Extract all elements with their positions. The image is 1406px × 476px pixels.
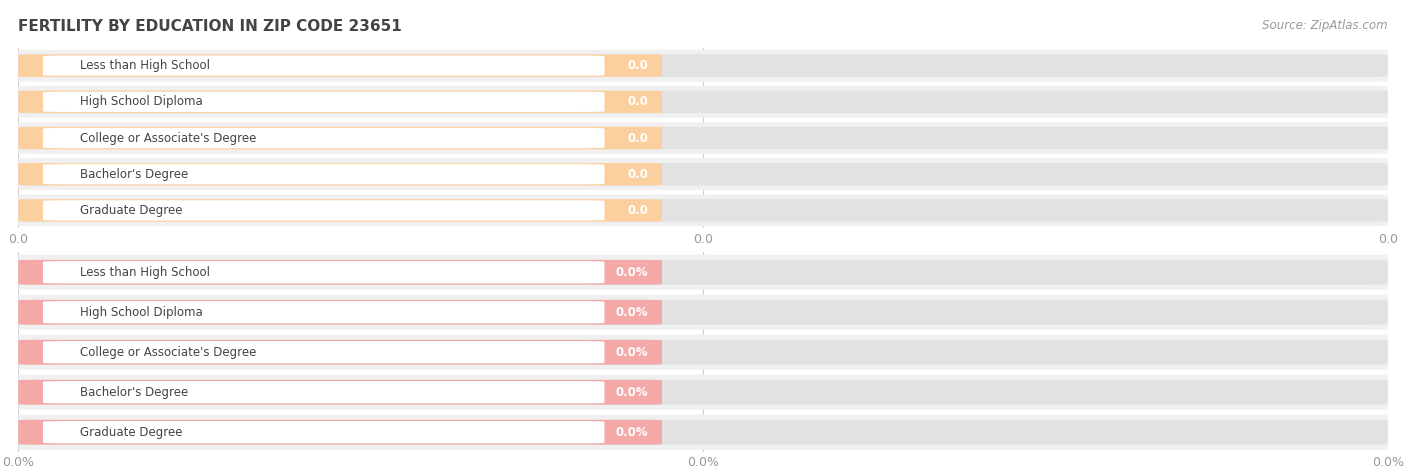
FancyBboxPatch shape xyxy=(18,415,1388,450)
Text: 0.0: 0.0 xyxy=(627,204,648,217)
Text: Source: ZipAtlas.com: Source: ZipAtlas.com xyxy=(1263,19,1388,32)
FancyBboxPatch shape xyxy=(18,163,662,186)
FancyBboxPatch shape xyxy=(18,199,1388,222)
FancyBboxPatch shape xyxy=(44,421,605,444)
FancyBboxPatch shape xyxy=(18,260,1388,285)
FancyBboxPatch shape xyxy=(18,340,1388,365)
FancyBboxPatch shape xyxy=(18,159,1388,190)
FancyBboxPatch shape xyxy=(44,92,605,112)
FancyBboxPatch shape xyxy=(18,380,1388,405)
Text: 0.0: 0.0 xyxy=(627,168,648,181)
FancyBboxPatch shape xyxy=(18,295,1388,330)
FancyBboxPatch shape xyxy=(44,200,605,220)
FancyBboxPatch shape xyxy=(18,127,1388,149)
Text: Bachelor's Degree: Bachelor's Degree xyxy=(80,386,188,399)
FancyBboxPatch shape xyxy=(18,300,1388,325)
FancyBboxPatch shape xyxy=(18,54,1388,77)
FancyBboxPatch shape xyxy=(18,86,1388,118)
Text: 0.0%: 0.0% xyxy=(616,266,648,279)
FancyBboxPatch shape xyxy=(44,56,605,76)
FancyBboxPatch shape xyxy=(18,50,1388,81)
FancyBboxPatch shape xyxy=(18,260,662,285)
Text: 0.0: 0.0 xyxy=(627,131,648,145)
Text: Graduate Degree: Graduate Degree xyxy=(80,204,183,217)
Text: Graduate Degree: Graduate Degree xyxy=(80,426,183,439)
FancyBboxPatch shape xyxy=(18,255,1388,290)
FancyBboxPatch shape xyxy=(18,420,1388,445)
FancyBboxPatch shape xyxy=(18,300,662,325)
FancyBboxPatch shape xyxy=(18,335,1388,370)
FancyBboxPatch shape xyxy=(18,163,1388,186)
Text: Bachelor's Degree: Bachelor's Degree xyxy=(80,168,188,181)
FancyBboxPatch shape xyxy=(18,199,662,222)
FancyBboxPatch shape xyxy=(18,375,1388,410)
FancyBboxPatch shape xyxy=(44,261,605,284)
FancyBboxPatch shape xyxy=(44,128,605,148)
FancyBboxPatch shape xyxy=(18,380,662,405)
FancyBboxPatch shape xyxy=(18,122,1388,154)
Text: 0.0%: 0.0% xyxy=(616,306,648,319)
FancyBboxPatch shape xyxy=(18,420,662,445)
FancyBboxPatch shape xyxy=(44,381,605,404)
FancyBboxPatch shape xyxy=(44,341,605,364)
Text: High School Diploma: High School Diploma xyxy=(80,306,202,319)
FancyBboxPatch shape xyxy=(18,195,1388,226)
Text: 0.0%: 0.0% xyxy=(616,426,648,439)
Text: FERTILITY BY EDUCATION IN ZIP CODE 23651: FERTILITY BY EDUCATION IN ZIP CODE 23651 xyxy=(18,19,402,34)
FancyBboxPatch shape xyxy=(18,90,1388,113)
Text: College or Associate's Degree: College or Associate's Degree xyxy=(80,131,256,145)
FancyBboxPatch shape xyxy=(44,301,605,324)
FancyBboxPatch shape xyxy=(18,90,662,113)
FancyBboxPatch shape xyxy=(18,127,662,149)
FancyBboxPatch shape xyxy=(44,164,605,184)
Text: 0.0%: 0.0% xyxy=(616,386,648,399)
Text: High School Diploma: High School Diploma xyxy=(80,95,202,109)
Text: College or Associate's Degree: College or Associate's Degree xyxy=(80,346,256,359)
FancyBboxPatch shape xyxy=(18,54,662,77)
Text: 0.0: 0.0 xyxy=(627,95,648,109)
FancyBboxPatch shape xyxy=(18,340,662,365)
Text: 0.0: 0.0 xyxy=(627,59,648,72)
Text: Less than High School: Less than High School xyxy=(80,59,209,72)
Text: Less than High School: Less than High School xyxy=(80,266,209,279)
Text: 0.0%: 0.0% xyxy=(616,346,648,359)
